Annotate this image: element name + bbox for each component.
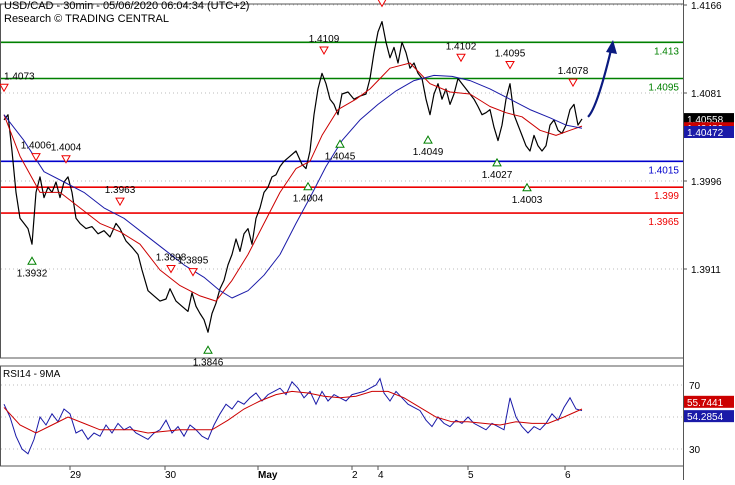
forecast-arrow-head	[606, 40, 617, 54]
price-tag-label-0: 1.40558	[687, 115, 724, 126]
price-tag-bg-0	[684, 113, 734, 126]
x-tick-label-3: 2	[352, 470, 358, 480]
y-tick-label-0: 1.4166	[691, 1, 722, 12]
x-tick-label-6: 6	[565, 470, 571, 480]
swing-high-label-0: 1.4073	[4, 71, 35, 82]
swing-low-marker-8	[303, 181, 313, 191]
swing-high-label-15: 1.4095	[495, 49, 526, 60]
rsi-panel-frame	[0, 365, 684, 467]
swing-high-label-9: 1.4109	[309, 34, 340, 45]
series-ma-fast	[3, 62, 583, 302]
swing-low-marker-16	[522, 182, 532, 192]
level-label-2: 1.4015	[648, 165, 679, 176]
swing-low-label-7: 1.3846	[193, 357, 224, 368]
swing-high-label-2: 1.4004	[51, 143, 82, 154]
swing-high-marker-2	[61, 155, 71, 164]
swing-high-marker-1	[31, 153, 41, 162]
x-tick-label-0: 29	[70, 470, 82, 480]
swing-high-label-4: 1.3963	[105, 185, 136, 196]
swing-high-label-1: 1.4006	[21, 141, 52, 152]
swing-low-label-14: 1.4027	[482, 170, 513, 181]
series-usd-cad	[3, 21, 583, 333]
swing-low-marker-14	[492, 157, 502, 167]
chart-subtitle: Research © TRADING CENTRAL	[4, 13, 169, 25]
rsi-series-9ma	[3, 390, 583, 434]
y-tick-label-2: 1.3996	[691, 177, 722, 188]
x-tick-label-1: 30	[165, 470, 177, 480]
rsi-y-tick-label-0: 70	[689, 381, 701, 392]
forecast-arrow-shaft	[587, 49, 613, 118]
rsi-y-tick-label-2: 30	[689, 445, 701, 456]
rsi-value-tag-label-0: 55.7441	[687, 398, 724, 409]
swing-low-label-10: 1.4045	[325, 151, 356, 162]
y-tick-label-3: 1.3911	[691, 265, 721, 276]
rsi-value-tag-label-1: 54.2854	[687, 412, 724, 423]
swing-low-marker-7	[203, 345, 213, 354]
level-label-0: 1.413	[654, 46, 679, 57]
level-label-4: 1.3965	[648, 217, 679, 228]
swing-low-label-8: 1.4004	[293, 194, 324, 205]
rsi-series-rsi14	[3, 377, 583, 455]
x-tick-label-5: 5	[468, 470, 474, 480]
swing-high-label-17: 1.4078	[558, 66, 589, 77]
swing-high-marker-11	[377, 0, 387, 8]
swing-high-label-6: 1.3895	[178, 256, 209, 267]
rsi-panel-title: RSI14 - 9MA	[3, 369, 61, 380]
level-label-1: 1.4095	[648, 83, 679, 94]
swing-high-marker-13	[456, 53, 466, 63]
swing-low-marker-3	[27, 256, 37, 265]
chart-title: USD/CAD - 30min - 05/06/2020 06:04:34 (U…	[4, 0, 250, 12]
y-tick-label-1: 1.4081	[691, 89, 722, 100]
series-ma-slow	[3, 74, 583, 299]
rsi-value-tag-bg-0	[684, 395, 734, 408]
x-tick-label-2: May	[258, 470, 278, 480]
swing-high-marker-0	[0, 83, 9, 93]
swing-high-label-13: 1.4102	[446, 41, 477, 52]
swing-high-marker-15	[505, 61, 515, 70]
swing-low-label-3: 1.3932	[17, 268, 48, 279]
level-label-3: 1.399	[654, 191, 679, 202]
swing-low-label-16: 1.4003	[512, 195, 543, 206]
price-tag-label-2: 1.40472	[687, 128, 724, 139]
swing-low-marker-12	[423, 135, 433, 144]
x-tick-label-4: 4	[378, 470, 384, 480]
swing-high-marker-9	[319, 46, 329, 56]
swing-high-marker-4	[115, 197, 125, 207]
swing-high-label-5: 1.3898	[156, 252, 187, 263]
swing-high-marker-6	[188, 268, 198, 277]
swing-low-label-12: 1.4049	[413, 147, 444, 158]
price-tag-bg-2	[684, 125, 734, 138]
swing-low-marker-10	[335, 139, 345, 148]
swing-high-marker-17	[568, 78, 578, 88]
rsi-value-tag-bg-1	[684, 410, 734, 423]
swing-high-marker-5	[166, 264, 176, 274]
